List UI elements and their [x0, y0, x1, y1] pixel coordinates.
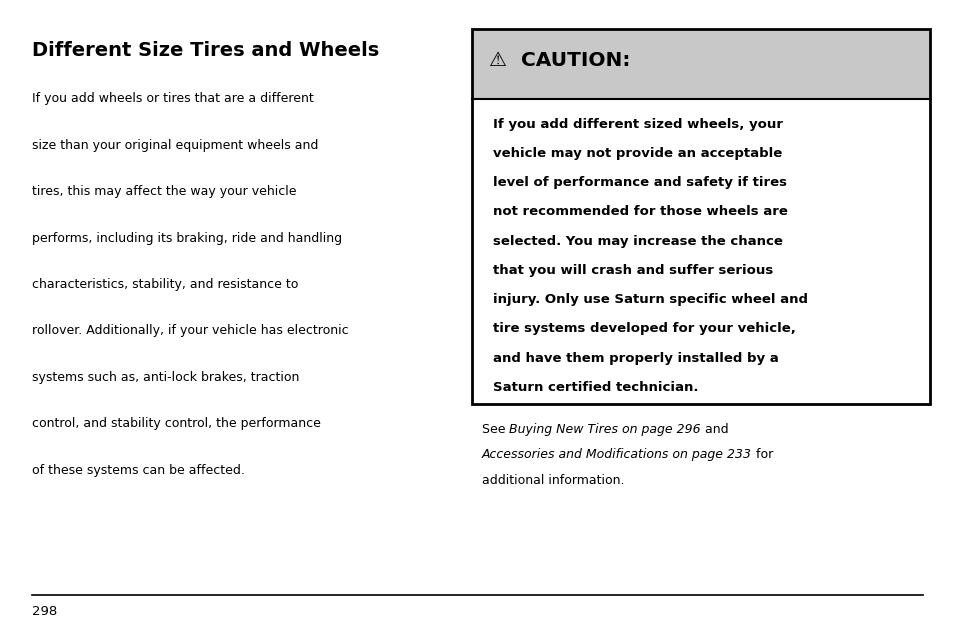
- Text: tires, this may affect the way your vehicle: tires, this may affect the way your vehi…: [32, 185, 296, 198]
- Bar: [472, 99, 929, 404]
- Text: of these systems can be affected.: of these systems can be affected.: [32, 464, 245, 476]
- Text: not recommended for those wheels are: not recommended for those wheels are: [493, 205, 787, 218]
- Text: control, and stability control, the performance: control, and stability control, the perf…: [32, 417, 321, 430]
- Text: rollover. Additionally, if your vehicle has electronic: rollover. Additionally, if your vehicle …: [32, 324, 349, 337]
- Text: for: for: [751, 448, 772, 461]
- Text: selected. You may increase the chance: selected. You may increase the chance: [493, 235, 782, 247]
- Text: and have them properly installed by a: and have them properly installed by a: [493, 352, 779, 364]
- Text: size than your original equipment wheels and: size than your original equipment wheels…: [32, 139, 318, 151]
- Bar: [472, 29, 929, 404]
- Text: that you will crash and suffer serious: that you will crash and suffer serious: [493, 264, 773, 277]
- Text: and: and: [700, 423, 728, 436]
- Text: performs, including its braking, ride and handling: performs, including its braking, ride an…: [32, 232, 342, 244]
- Text: additional information.: additional information.: [481, 474, 623, 487]
- Text: Accessories and Modifications on page 233: Accessories and Modifications on page 23…: [481, 448, 751, 461]
- Text: systems such as, anti-lock brakes, traction: systems such as, anti-lock brakes, tract…: [32, 371, 299, 384]
- Text: Buying New Tires on page 296: Buying New Tires on page 296: [509, 423, 700, 436]
- Text: If you add wheels or tires that are a different: If you add wheels or tires that are a di…: [32, 92, 314, 105]
- Bar: [472, 29, 929, 99]
- Text: characteristics, stability, and resistance to: characteristics, stability, and resistan…: [32, 278, 298, 291]
- Text: Different Size Tires and Wheels: Different Size Tires and Wheels: [32, 41, 379, 60]
- Text: injury. Only use Saturn specific wheel and: injury. Only use Saturn specific wheel a…: [493, 293, 807, 306]
- Text: 298: 298: [32, 605, 57, 618]
- Text: Saturn certified technician.: Saturn certified technician.: [493, 381, 698, 394]
- Text: ⚠  CAUTION:: ⚠ CAUTION:: [489, 51, 630, 70]
- Text: level of performance and safety if tires: level of performance and safety if tires: [493, 176, 786, 189]
- Text: If you add different sized wheels, your: If you add different sized wheels, your: [493, 118, 782, 130]
- Text: vehicle may not provide an acceptable: vehicle may not provide an acceptable: [493, 147, 781, 160]
- Text: See: See: [481, 423, 509, 436]
- Text: tire systems developed for your vehicle,: tire systems developed for your vehicle,: [493, 322, 795, 335]
